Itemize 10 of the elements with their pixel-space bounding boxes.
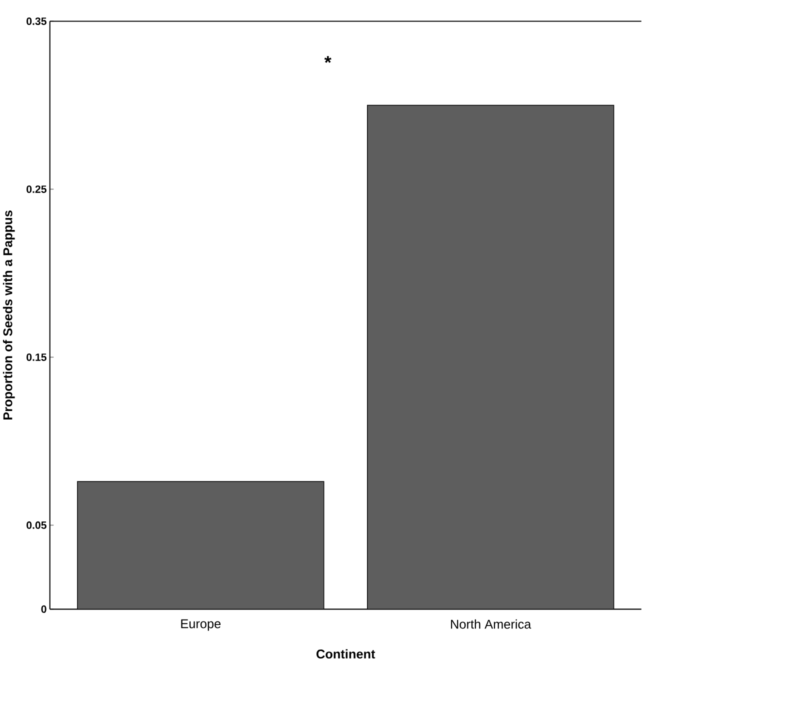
x-tick-label: North America [451, 619, 532, 629]
annotation: * [324, 56, 332, 63]
y-tick-label: 0.25 [26, 185, 46, 193]
y-tick-label: 0.15 [26, 353, 46, 361]
y-tick-label: 0.05 [26, 521, 46, 529]
x-axis-title: Continent [316, 649, 376, 658]
y-tick-label: 0 [41, 605, 46, 613]
x-tick-label: Europe [181, 619, 221, 631]
y-axis-title: Proportion of Seeds with a Pappus [2, 210, 15, 420]
y-tick-label: 0.35 [26, 17, 46, 25]
